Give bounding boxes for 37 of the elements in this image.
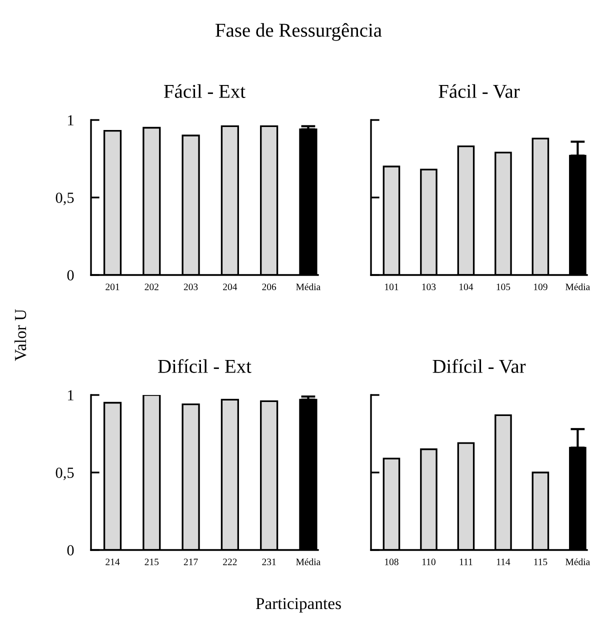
x-tick-label: 101 (385, 284, 398, 290)
x-tick-label: Média (566, 558, 590, 566)
x-tick-label: 114 (496, 558, 510, 566)
chart-title: Fácil - Var (438, 84, 520, 98)
y-tick-label: 1 (68, 115, 74, 126)
x-tick-label: 111 (460, 558, 472, 566)
chart-title: Difícil - Ext (158, 359, 252, 373)
x-tick-label: 201 (106, 284, 120, 290)
y-tick-label: 1 (68, 390, 74, 400)
x-tick-label: 108 (385, 558, 398, 566)
x-tick-label: 217 (184, 558, 198, 566)
x-tick-label: 204 (223, 284, 238, 290)
x-tick-label: 104 (460, 284, 474, 290)
x-tick-label: 203 (184, 284, 198, 290)
x-tick-label: Média (566, 283, 590, 290)
x-tick-label: 103 (422, 284, 436, 290)
x-tick-label: 214 (106, 558, 120, 566)
x-tick-label: 215 (144, 558, 159, 566)
x-tick-label: 110 (422, 558, 436, 566)
x-tick-label: Média (296, 283, 320, 290)
x-tick-label: Média (296, 558, 320, 566)
chart-title: Fácil - Ext (164, 84, 246, 98)
y-tick-label: 0 (67, 270, 74, 280)
x-tick-label: 115 (534, 558, 548, 566)
x-axis-title: Participantes (256, 598, 341, 613)
text: Fase de Ressurgência (216, 23, 382, 41)
y-tick-label: 0 (67, 545, 74, 556)
chart-title: Difícil - Var (432, 359, 526, 374)
x-tick-label: 109 (534, 284, 548, 290)
x-tick-label: 206 (262, 284, 276, 290)
y-tick-label: 0,5 (56, 192, 74, 206)
y-axis-title: Valor U (14, 309, 26, 361)
x-tick-label: 202 (144, 284, 158, 290)
x-tick-label: 222 (223, 558, 237, 566)
x-tick-label: 231 (262, 558, 276, 566)
y-tick-label: 0,5 (56, 468, 74, 480)
x-tick-label: 105 (496, 284, 510, 290)
